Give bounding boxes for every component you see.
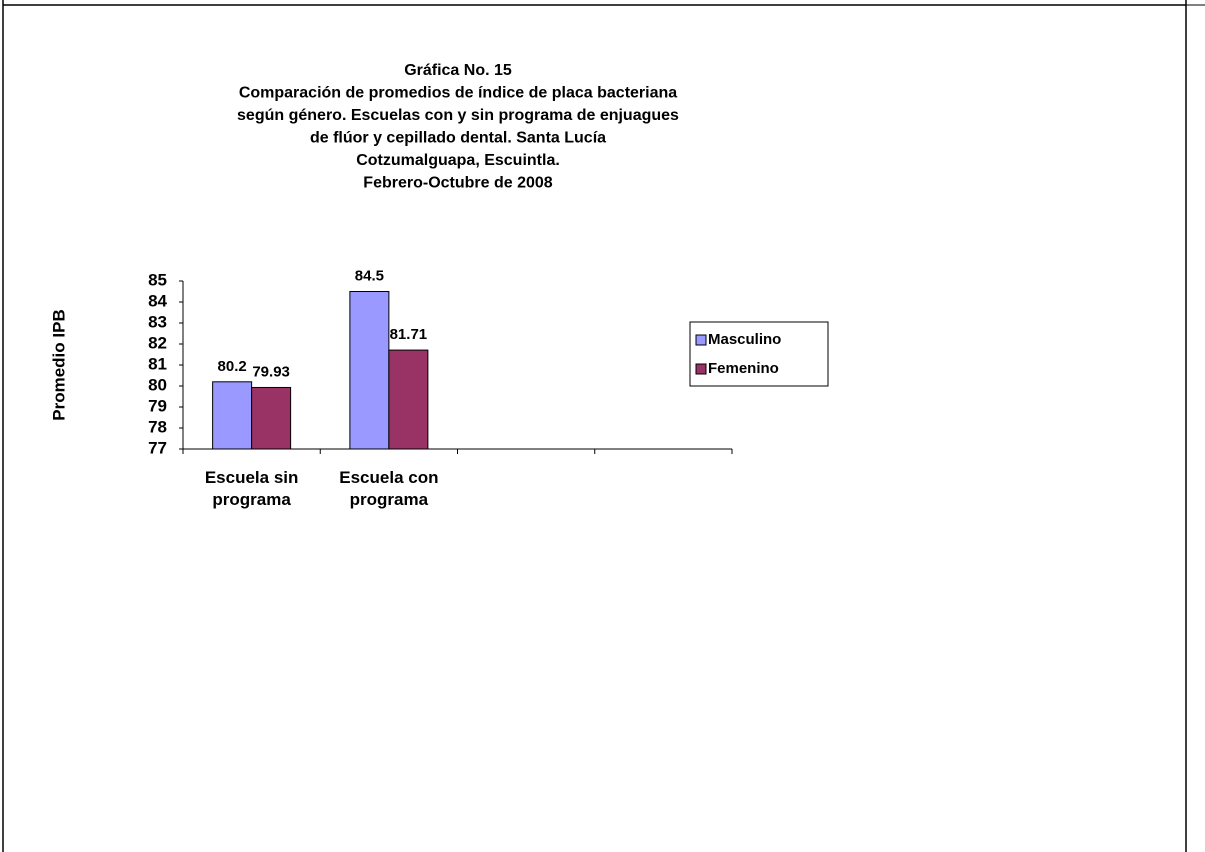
data-label: 84.5 [355, 267, 384, 284]
data-label: 79.93 [252, 363, 290, 380]
y-tick-label: 81 [148, 354, 167, 373]
chart-title: Cotzumalguapa, Escuintla. [356, 152, 560, 169]
data-label: 80.2 [218, 358, 247, 375]
legend-label: Femenino [708, 360, 779, 377]
y-tick-label: 78 [148, 417, 167, 436]
y-tick-label: 85 [148, 270, 167, 289]
y-tick-label: 84 [148, 291, 167, 310]
y-tick-label: 80 [148, 375, 167, 394]
bar [388, 349, 429, 450]
chart-title: Gráfica No. 15 [404, 62, 512, 79]
bar [251, 386, 292, 450]
chart-title: Comparación de promedios de índice de pl… [239, 85, 677, 102]
chart-title: de flúor y cepillado dental. Santa Lucía [310, 130, 606, 147]
y-tick-label: 79 [148, 396, 167, 415]
legend-label: Masculino [708, 331, 781, 348]
y-tick-label: 77 [148, 438, 167, 457]
legend-swatch [695, 363, 707, 375]
bar [349, 291, 390, 450]
chart-title: según género. Escuelas con y sin program… [237, 107, 679, 124]
y-axis-label: Promedio IPB [49, 309, 68, 420]
legend-swatch [695, 334, 707, 346]
x-tick-label: Escuela con programa [339, 468, 439, 509]
y-tick-label: 83 [148, 312, 167, 331]
legend-box [689, 321, 829, 387]
y-tick-label: 82 [148, 333, 167, 352]
bar [212, 381, 253, 450]
x-tick-label: Escuela sin programa [204, 468, 299, 509]
chart-title: Febrero-Octubre de 2008 [363, 175, 553, 192]
data-label: 81.71 [390, 326, 428, 343]
